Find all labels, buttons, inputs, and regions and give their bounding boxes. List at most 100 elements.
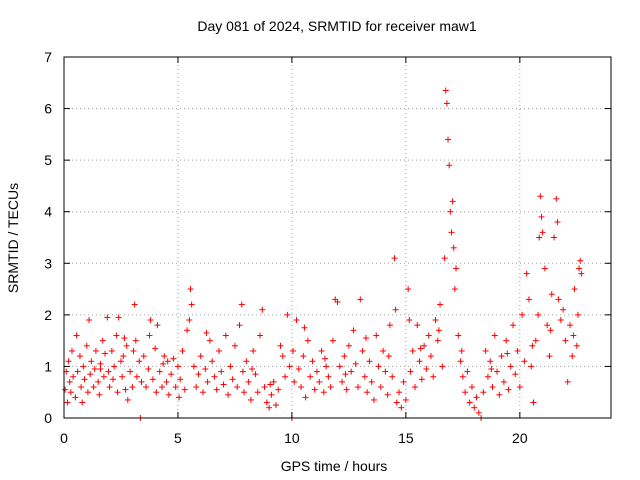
y-tick-label: 5	[44, 152, 52, 168]
x-tick-label: 15	[398, 430, 414, 446]
data-point	[72, 394, 79, 401]
data-point	[172, 384, 179, 391]
data-point	[494, 368, 501, 375]
data-point	[496, 391, 503, 398]
data-point	[73, 332, 80, 339]
data-point	[480, 389, 487, 396]
data-point	[159, 384, 166, 391]
data-point	[484, 373, 491, 380]
data-point	[117, 358, 124, 365]
data-point	[272, 402, 279, 409]
data-point	[70, 373, 77, 380]
data-point	[352, 360, 359, 367]
data-point	[547, 327, 554, 334]
data-point	[220, 381, 227, 388]
data-point	[414, 322, 421, 329]
data-point	[488, 366, 495, 373]
data-point	[487, 358, 494, 365]
y-tick-label: 3	[44, 255, 52, 271]
data-point	[229, 376, 236, 383]
data-point	[122, 386, 129, 393]
grid-lines	[64, 57, 611, 418]
data-point	[97, 366, 104, 373]
data-point	[154, 322, 161, 329]
data-point	[396, 389, 403, 396]
data-point	[186, 317, 193, 324]
data-point	[64, 399, 71, 406]
data-point	[537, 193, 544, 200]
data-point	[562, 337, 569, 344]
data-point	[569, 353, 576, 360]
data-point	[564, 378, 571, 385]
data-point	[407, 368, 414, 375]
data-point	[132, 337, 139, 344]
data-point	[389, 373, 396, 380]
data-point	[334, 298, 341, 305]
data-point	[441, 255, 448, 262]
data-point	[327, 384, 334, 391]
data-point	[164, 358, 171, 365]
data-point	[241, 389, 248, 396]
data-point	[88, 358, 95, 365]
data-point	[539, 229, 546, 236]
data-point	[491, 332, 498, 339]
data-point	[110, 376, 117, 383]
data-point	[147, 317, 154, 324]
data-point	[222, 332, 229, 339]
data-point	[120, 353, 127, 360]
data-point	[446, 162, 453, 169]
data-point	[521, 358, 528, 365]
data-point	[339, 378, 346, 385]
data-point	[227, 363, 234, 370]
data-point	[409, 347, 416, 354]
data-point	[576, 265, 583, 272]
data-point	[525, 296, 532, 303]
data-point	[468, 384, 475, 391]
data-point	[130, 347, 137, 354]
data-point	[131, 301, 138, 308]
y-axis-label: SRMTID / TECUs	[5, 183, 21, 293]
data-point	[145, 366, 152, 373]
data-point	[266, 404, 273, 411]
y-tick-label: 7	[44, 49, 52, 65]
data-point	[236, 322, 243, 329]
data-point	[84, 389, 91, 396]
data-point	[551, 234, 558, 241]
x-tick-label: 0	[60, 430, 68, 446]
data-point	[104, 314, 111, 321]
data-point	[68, 347, 75, 354]
data-point	[311, 386, 318, 393]
data-point	[402, 396, 409, 403]
data-point	[124, 396, 131, 403]
data-point	[259, 306, 266, 313]
data-point	[114, 389, 121, 396]
data-point	[449, 198, 456, 205]
data-point	[168, 371, 175, 378]
data-point	[459, 373, 466, 380]
data-point	[91, 366, 98, 373]
data-point	[528, 363, 535, 370]
data-point	[336, 363, 343, 370]
data-point	[218, 368, 225, 375]
plot-frame	[63, 56, 612, 419]
data-point	[451, 286, 458, 293]
data-point	[359, 347, 366, 354]
data-point	[231, 342, 238, 349]
data-point	[432, 317, 439, 324]
data-point	[146, 332, 153, 339]
data-point	[252, 371, 259, 378]
data-point	[204, 378, 211, 385]
data-point	[263, 399, 270, 406]
data-point	[447, 208, 454, 215]
data-point	[143, 384, 150, 391]
data-point	[188, 301, 195, 308]
data-point	[176, 394, 183, 401]
data-point	[65, 358, 72, 365]
data-point	[300, 353, 307, 360]
data-point	[215, 347, 222, 354]
data-point	[448, 229, 455, 236]
data-point	[119, 373, 126, 380]
data-point	[211, 373, 218, 380]
data-point	[295, 366, 302, 373]
